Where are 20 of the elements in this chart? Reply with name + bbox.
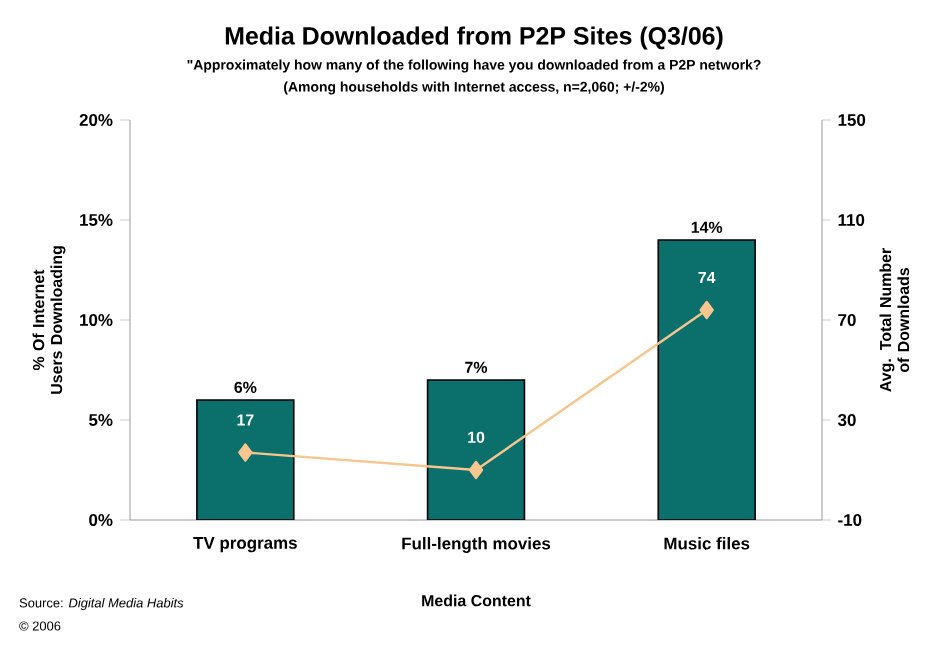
point: [468, 460, 484, 480]
y2-tick-label: 110: [838, 214, 865, 226]
y-tick-label: 10%: [80, 314, 113, 326]
x-tick-label: Full-length movies: [402, 537, 551, 553]
y-tick-label: 20%: [79, 114, 113, 126]
x-tick-label: Music files: [664, 537, 750, 550]
bar: [426, 379, 526, 520]
point: [699, 300, 714, 320]
chart-title: Media Downloaded from P2P Sites (Q3/06): [225, 26, 723, 50]
y2-tick-label: 30: [837, 414, 856, 426]
bar: [657, 239, 756, 520]
y2-tick-label: -10: [838, 514, 862, 526]
x-tick-label: TV programs: [193, 537, 297, 553]
y2-tick-label: 70: [838, 314, 856, 326]
bar: [196, 399, 295, 520]
y-tick-label: 15%: [80, 214, 113, 226]
point: [238, 443, 253, 462]
y-tick-label: 5%: [89, 414, 113, 426]
y-tick-label: 0%: [89, 514, 113, 526]
y2-tick-label: 150: [838, 114, 866, 126]
